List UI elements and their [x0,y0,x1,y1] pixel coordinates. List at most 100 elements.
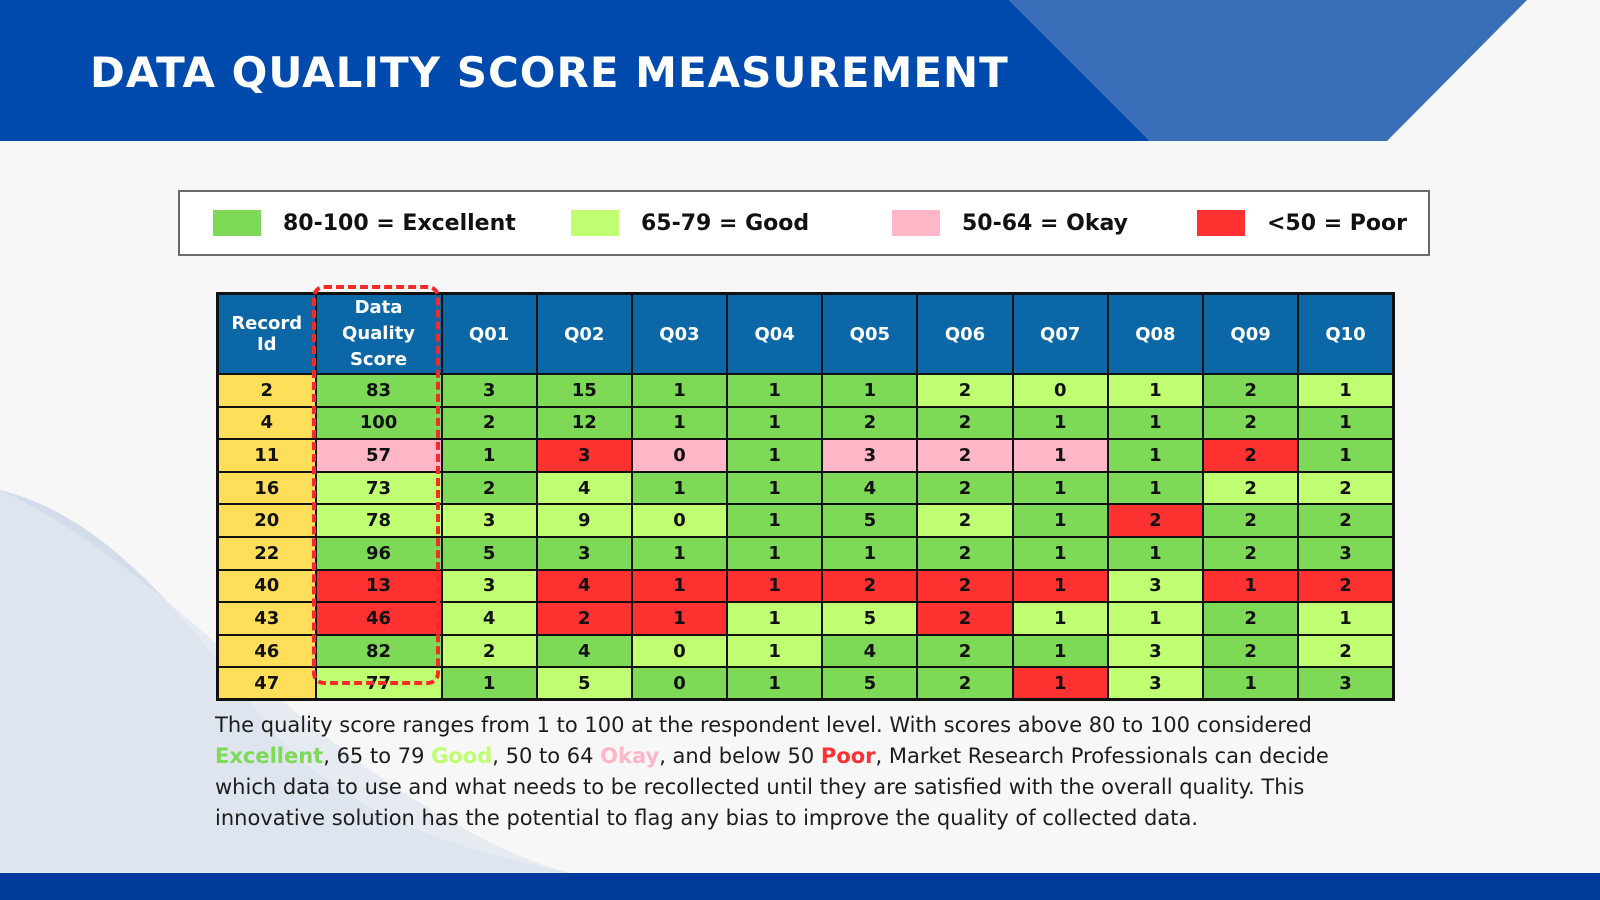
question-cell: 3 [1297,535,1395,571]
question-cell: 2 [1297,633,1395,669]
quality-score-cell: 77 [314,666,443,701]
question-cell: 3 [535,438,633,473]
okay-keyword: Okay [600,744,660,768]
legend-swatch-poor [1197,210,1245,236]
legend-item-excellent: 80-100 = Excellent [213,210,516,236]
question-cell: 1 [821,373,919,408]
question-cell: 1 [1106,601,1205,636]
question-cell: 2 [916,601,1014,636]
question-cell: 4 [821,470,919,506]
question-cell: 1 [1106,535,1205,571]
question-cell: 4 [535,470,633,506]
table-row: 40 13 3 4 1 1 2 2 1 3 1 2 [216,568,1395,604]
legend-item-good: 65-79 = Good [571,210,809,236]
question-cell: 0 [630,666,729,701]
table-row: 11 57 1 3 0 1 3 2 1 1 2 1 [216,438,1395,473]
question-cell: 1 [1297,373,1395,408]
record-id-cell: 22 [216,535,317,571]
question-cell: 2 [1201,633,1300,669]
column-header: Q01 [440,292,538,375]
question-cell: 2 [1201,405,1300,441]
question-cell: 1 [1201,568,1300,604]
poor-keyword: Poor [820,744,876,768]
question-cell: 2 [916,568,1014,604]
question-cell: 9 [535,503,633,538]
description-text: , and below 50 [659,744,821,768]
question-cell: 1 [1106,470,1205,506]
question-cell: 2 [1297,503,1395,538]
legend-swatch-excellent [213,210,261,236]
legend-label: 50-64 = Okay [962,210,1128,236]
question-cell: 2 [916,405,1014,441]
legend-swatch-good [571,210,619,236]
question-cell: 5 [821,666,919,701]
question-cell: 1 [821,535,919,571]
question-cell: 2 [916,666,1014,701]
question-cell: 1 [630,535,729,571]
record-id-cell: 43 [216,601,317,636]
column-header: Q02 [535,292,633,375]
question-cell: 1 [1011,405,1109,441]
question-cell: 3 [821,438,919,473]
question-cell: 2 [821,568,919,604]
question-cell: 3 [440,503,538,538]
question-cell: 1 [1297,438,1395,473]
description-text: , 65 to 79 [323,744,432,768]
question-cell: 1 [726,633,824,669]
question-cell: 3 [440,373,538,408]
record-id-cell: 20 [216,503,317,538]
column-header: Data Quality Score [314,292,443,375]
description-paragraph: The quality score ranges from 1 to 100 a… [215,710,1375,834]
question-cell: 1 [1106,438,1205,473]
question-cell: 2 [916,438,1014,473]
column-header: Record Id [216,292,317,375]
legend-item-okay: 50-64 = Okay [892,210,1128,236]
question-cell: 4 [535,633,633,669]
good-keyword: Good [431,744,493,768]
question-cell: 5 [440,535,538,571]
question-cell: 2 [1201,438,1300,473]
question-cell: 1 [1297,405,1395,441]
question-cell: 1 [630,470,729,506]
question-cell: 1 [1106,373,1205,408]
description-text: , 50 to 64 [492,744,601,768]
question-cell: 4 [440,601,538,636]
question-cell: 2 [1297,470,1395,506]
question-cell: 1 [630,373,729,408]
question-cell: 5 [821,601,919,636]
column-header: Q03 [630,292,729,375]
table-header-row: Record Id Data Quality Score Q01 Q02 Q03 Q04 Q… [216,292,1395,375]
description-text: The quality score ranges from 1 to 100 a… [215,713,1312,737]
question-cell: 2 [535,601,633,636]
question-cell: 0 [630,633,729,669]
table-row: 46 82 2 4 0 1 4 2 1 3 2 2 [216,633,1395,669]
question-cell: 3 [1106,633,1205,669]
table-body: 2 83 3 15 1 1 1 2 0 1 2 1 4 100 2 12 1 1 2 2 1 1 2 1 11 57 1 3 0 1 3 2 1… [216,373,1395,701]
record-id-cell: 46 [216,633,317,669]
question-cell: 2 [821,405,919,441]
question-cell: 2 [440,405,538,441]
question-cell: 3 [1297,666,1395,701]
question-cell: 1 [726,601,824,636]
question-cell: 1 [630,601,729,636]
header-band [0,0,1150,141]
legend-swatch-okay [892,210,940,236]
question-cell: 1 [726,405,824,441]
page-title: DATA QUALITY SCORE MEASUREMENT [90,48,1009,97]
legend-label: 80-100 = Excellent [283,210,516,236]
question-cell: 1 [1011,535,1109,571]
quality-score-cell: 78 [314,503,443,538]
description-text: , Market Research Professionals can deci… [215,744,1329,830]
question-cell: 1 [1201,666,1300,701]
column-header: Q04 [726,292,824,375]
question-cell: 2 [1201,601,1300,636]
record-id-cell: 4 [216,405,317,441]
quality-score-table: Record Id Data Quality Score Q01 Q02 Q03 Q04 Q… [216,292,1395,702]
record-id-cell: 40 [216,568,317,604]
question-cell: 4 [821,633,919,669]
question-cell: 0 [630,438,729,473]
question-cell: 1 [1011,470,1109,506]
question-cell: 2 [1201,535,1300,571]
question-cell: 2 [916,470,1014,506]
